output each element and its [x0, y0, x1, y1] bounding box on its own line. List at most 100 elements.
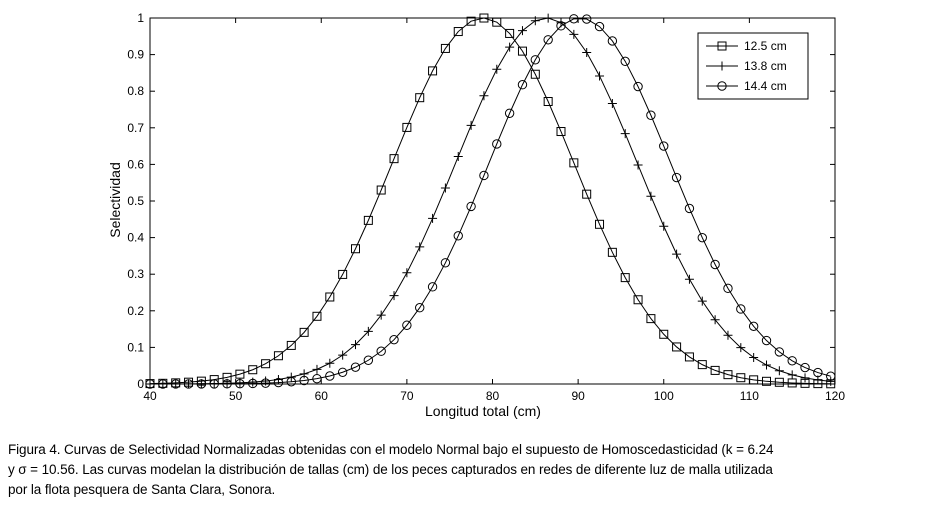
selectivity-chart: 40 50 60 70 80 90 100 110 120 0 0.1 0.2 0.3 0.4 0.5 0.6… — [107, 11, 845, 419]
data-point — [620, 56, 630, 67]
data-point — [710, 315, 720, 325]
y-tick-label: 0.7 — [127, 121, 144, 135]
data-point — [376, 346, 386, 356]
data-point — [389, 154, 399, 164]
data-point — [517, 26, 527, 36]
data-point — [415, 93, 425, 103]
figure-caption: Figura 4. Curvas de Selectividad Normali… — [8, 440, 938, 500]
data-point — [556, 127, 566, 137]
data-point — [504, 108, 515, 118]
data-point — [569, 29, 579, 39]
data-point — [170, 379, 181, 389]
data-point — [723, 370, 733, 380]
data-point — [427, 282, 438, 292]
data-point — [440, 258, 451, 268]
data-point — [351, 340, 360, 350]
data-point — [569, 14, 579, 24]
data-point — [312, 364, 322, 374]
y-tick-label: 0.4 — [127, 231, 144, 245]
data-point — [389, 291, 399, 301]
data-point — [299, 369, 309, 379]
data-point — [440, 43, 450, 53]
data-point — [453, 231, 463, 241]
data-point — [659, 221, 669, 231]
data-point — [723, 283, 733, 294]
series-circle — [145, 14, 836, 389]
data-point — [248, 365, 258, 375]
data-point — [800, 362, 810, 373]
y-tick-label: 0.2 — [127, 304, 144, 318]
data-point — [286, 377, 296, 387]
data-point — [402, 122, 412, 132]
data-point — [325, 371, 335, 381]
series-line — [149, 17, 831, 385]
data-point — [235, 369, 245, 379]
data-point — [607, 247, 617, 257]
data-point — [633, 160, 643, 170]
data-point — [672, 342, 682, 352]
data-point — [428, 213, 438, 223]
legend-label: 13.8 cm — [744, 59, 787, 73]
data-point — [710, 259, 720, 270]
data-point — [363, 355, 374, 365]
x-tick-label: 80 — [486, 389, 500, 403]
data-point — [222, 379, 232, 389]
data-point — [505, 42, 515, 52]
data-point — [672, 249, 682, 259]
data-point — [684, 203, 695, 214]
data-point — [659, 329, 669, 339]
data-point — [453, 152, 463, 162]
data-point — [338, 269, 348, 279]
y-tick-label: 0.6 — [127, 157, 144, 171]
x-axis-label: Longitud total (cm) — [425, 403, 541, 419]
data-point — [748, 321, 759, 332]
x-tick-label: 100 — [654, 389, 674, 403]
data-point — [749, 353, 759, 363]
data-point — [505, 28, 515, 38]
data-point — [183, 379, 194, 389]
data-point — [646, 191, 656, 201]
data-point — [312, 311, 322, 321]
data-point — [248, 378, 258, 389]
data-point — [749, 375, 759, 385]
data-point — [671, 172, 682, 183]
y-tick-label: 0.9 — [127, 48, 144, 62]
data-point — [723, 330, 733, 340]
data-point — [762, 360, 771, 370]
legend-marker-square — [717, 41, 727, 51]
series-layer — [145, 13, 836, 389]
data-point — [530, 16, 540, 26]
data-point — [774, 366, 784, 376]
data-point — [607, 36, 618, 46]
data-point — [351, 244, 360, 254]
data-point — [325, 292, 335, 302]
data-point — [813, 367, 823, 378]
y-tick-label: 0.8 — [127, 84, 144, 98]
data-point — [299, 375, 309, 386]
data-point — [363, 215, 373, 225]
x-tick-label: 90 — [571, 389, 585, 403]
data-point — [517, 46, 527, 56]
x-tick-label: 60 — [315, 389, 329, 403]
data-point — [620, 129, 630, 139]
data-point — [633, 81, 643, 92]
legend-label: 14.4 cm — [744, 79, 787, 93]
data-point — [196, 379, 207, 389]
data-point — [338, 350, 348, 360]
data-point — [222, 378, 232, 388]
data-point — [415, 242, 425, 252]
data-point — [350, 362, 361, 372]
data-point — [697, 360, 707, 370]
data-point — [543, 13, 553, 23]
data-point — [273, 377, 284, 388]
data-point — [646, 314, 656, 324]
legend-marker-circle — [717, 81, 727, 91]
data-point — [479, 170, 489, 181]
data-point — [736, 343, 746, 353]
data-point — [209, 379, 219, 389]
x-tick-label: 40 — [143, 389, 157, 403]
axes: 40 50 60 70 80 90 100 110 120 0 0.1 0.2 0.3 0.4 0.5 0.6… — [127, 11, 845, 403]
data-point — [376, 185, 386, 195]
y-tick-label: 1 — [137, 11, 144, 25]
data-point — [697, 296, 707, 306]
